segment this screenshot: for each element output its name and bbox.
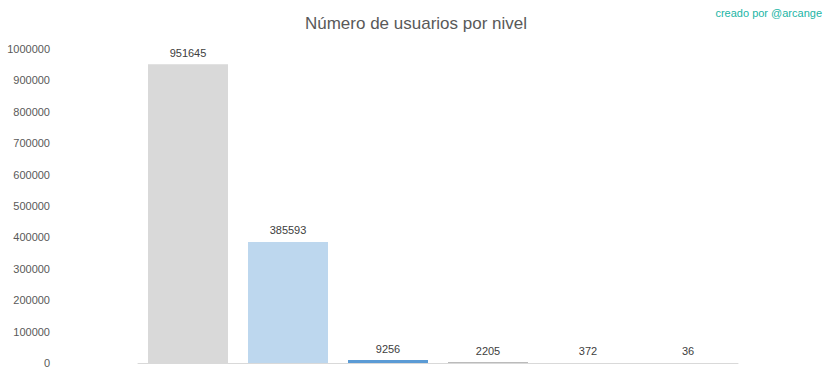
svg-text:400000: 400000	[13, 231, 50, 243]
svg-text:Número de usuarios por nivel: Número de usuarios por nivel	[305, 14, 527, 33]
svg-text:1000000: 1000000	[7, 43, 50, 55]
svg-text:200000: 200000	[13, 294, 50, 306]
svg-text:100000: 100000	[13, 326, 50, 338]
svg-text:372: 372	[579, 345, 597, 357]
svg-text:900000: 900000	[13, 74, 50, 86]
svg-text:300000: 300000	[13, 263, 50, 275]
svg-text:951645: 951645	[170, 47, 207, 59]
svg-text:creado por @arcange: creado por @arcange	[715, 7, 822, 19]
svg-text:36: 36	[682, 345, 694, 357]
svg-text:385593: 385593	[270, 224, 307, 236]
svg-text:500000: 500000	[13, 200, 50, 212]
svg-text:600000: 600000	[13, 169, 50, 181]
svg-text:9256: 9256	[376, 343, 400, 355]
svg-text:2205: 2205	[476, 345, 500, 357]
svg-text:800000: 800000	[13, 106, 50, 118]
svg-text:700000: 700000	[13, 137, 50, 149]
svg-text:0: 0	[44, 357, 50, 369]
